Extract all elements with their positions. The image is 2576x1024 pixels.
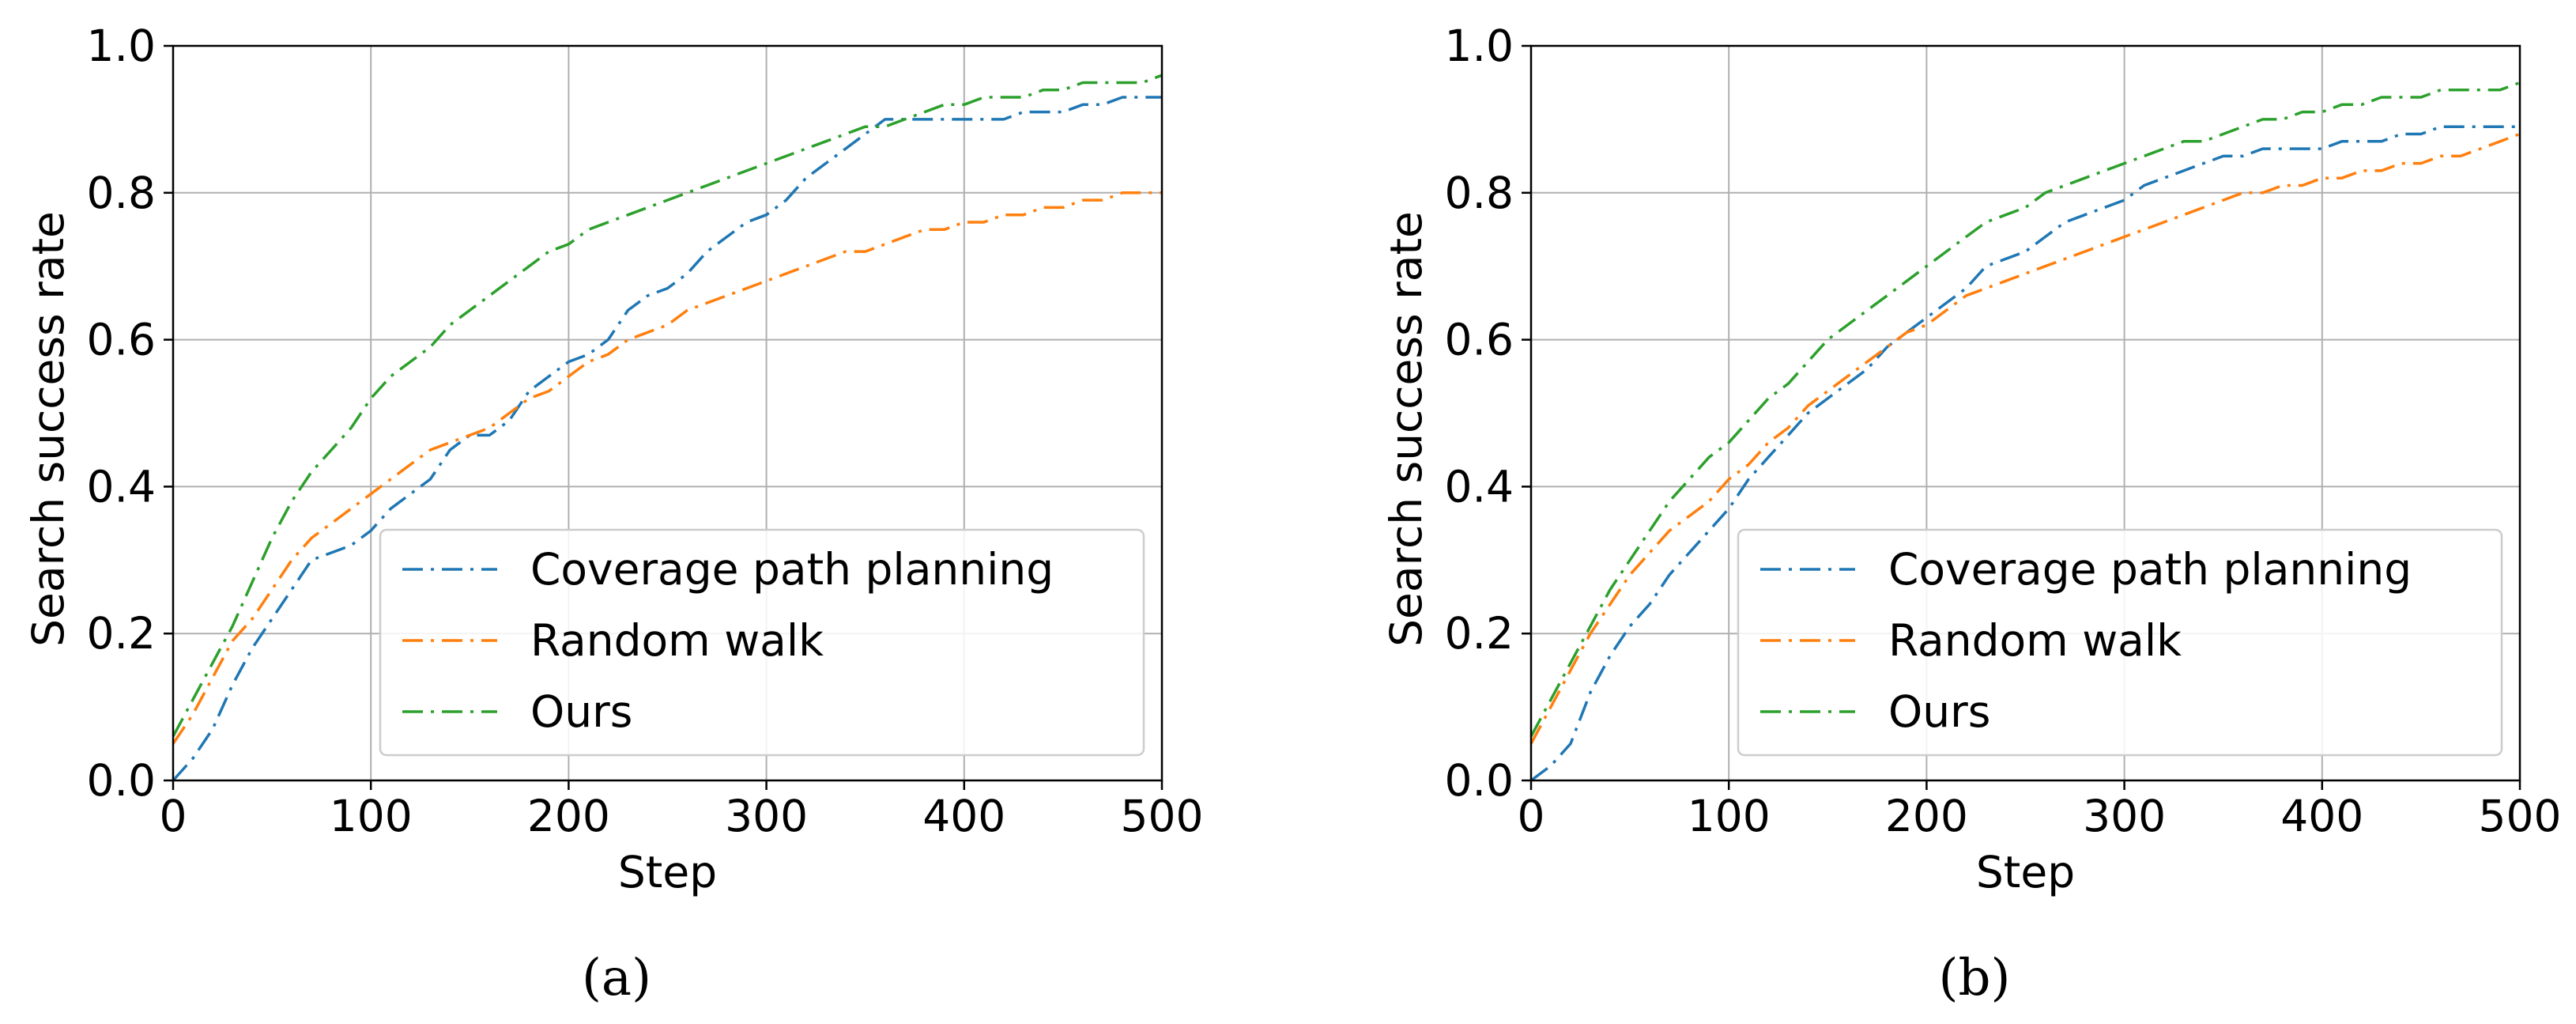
legend-entry: Coverage path planning <box>530 544 1054 595</box>
y-tick-label: 0.0 <box>87 755 156 806</box>
plot-frame <box>1529 44 2521 782</box>
subplot-b: 0 100 200 300 400 500 0.0 0.2 0.4 0.6 0.8 1.0 Step Se… <box>1381 21 2561 897</box>
y-axis-label: Search success rate <box>1381 211 1431 647</box>
series-line-coverage-path-planning <box>172 96 1162 782</box>
series-line-random-walk <box>1529 132 2521 745</box>
legend: Coverage path planning Random walk Ours <box>1737 528 2503 757</box>
x-tick-label: 400 <box>922 791 1005 841</box>
legend-entry: Ours <box>530 686 632 737</box>
x-tick-label: 100 <box>1688 791 1771 841</box>
x-tick-label: 300 <box>2083 791 2166 841</box>
legend: Coverage path planning Random walk Ours <box>379 528 1145 757</box>
series-line-coverage-path-planning <box>1529 125 2520 782</box>
x-tick-label: 200 <box>527 791 610 841</box>
series-line-random-walk <box>172 191 1162 745</box>
legend-box <box>1737 528 2503 757</box>
x-tick-label: 300 <box>725 791 808 841</box>
x-tick-label: 500 <box>2479 791 2562 841</box>
y-axis-label: Search success rate <box>23 211 74 647</box>
caption-b: (b) <box>1939 949 2011 1007</box>
series-line-ours <box>172 74 1163 738</box>
y-tick-label: 0.2 <box>87 608 156 659</box>
y-tick-label: 0.8 <box>1445 168 1514 218</box>
subplot-a: 0 100 200 300 400 500 0.0 0.2 0.4 0.6 0.8 1.0 Step Se… <box>23 21 1203 897</box>
x-tick-label: 200 <box>1885 791 1968 841</box>
y-tick-label: 0.0 <box>1445 755 1514 806</box>
x-tick-label: 400 <box>2280 791 2363 841</box>
plot-frame <box>172 44 1164 782</box>
legend-entry: Random walk <box>530 615 824 666</box>
legend-entry: Ours <box>1888 686 1990 737</box>
legend-box <box>379 528 1145 757</box>
y-tick-label: 0.4 <box>87 461 156 512</box>
y-tick-label: 0.4 <box>1445 461 1514 512</box>
x-tick-label: 100 <box>330 791 413 841</box>
y-tick-label: 1.0 <box>1445 21 1514 71</box>
y-tick-label: 1.0 <box>87 21 156 71</box>
y-tick-label: 0.6 <box>1445 315 1514 365</box>
y-tick-label: 0.6 <box>87 315 156 365</box>
x-axis-label: Step <box>618 847 717 897</box>
y-tick-label: 0.8 <box>87 168 156 218</box>
legend-entry: Random walk <box>1888 615 2182 666</box>
caption-a: (a) <box>582 949 651 1007</box>
x-tick-label: 0 <box>160 791 187 841</box>
x-tick-label: 0 <box>1518 791 1545 841</box>
legend-entry: Coverage path planning <box>1888 544 2412 595</box>
x-tick-label: 500 <box>1121 791 1204 841</box>
x-axis-label: Step <box>1976 847 2075 897</box>
y-tick-label: 0.2 <box>1445 608 1514 659</box>
